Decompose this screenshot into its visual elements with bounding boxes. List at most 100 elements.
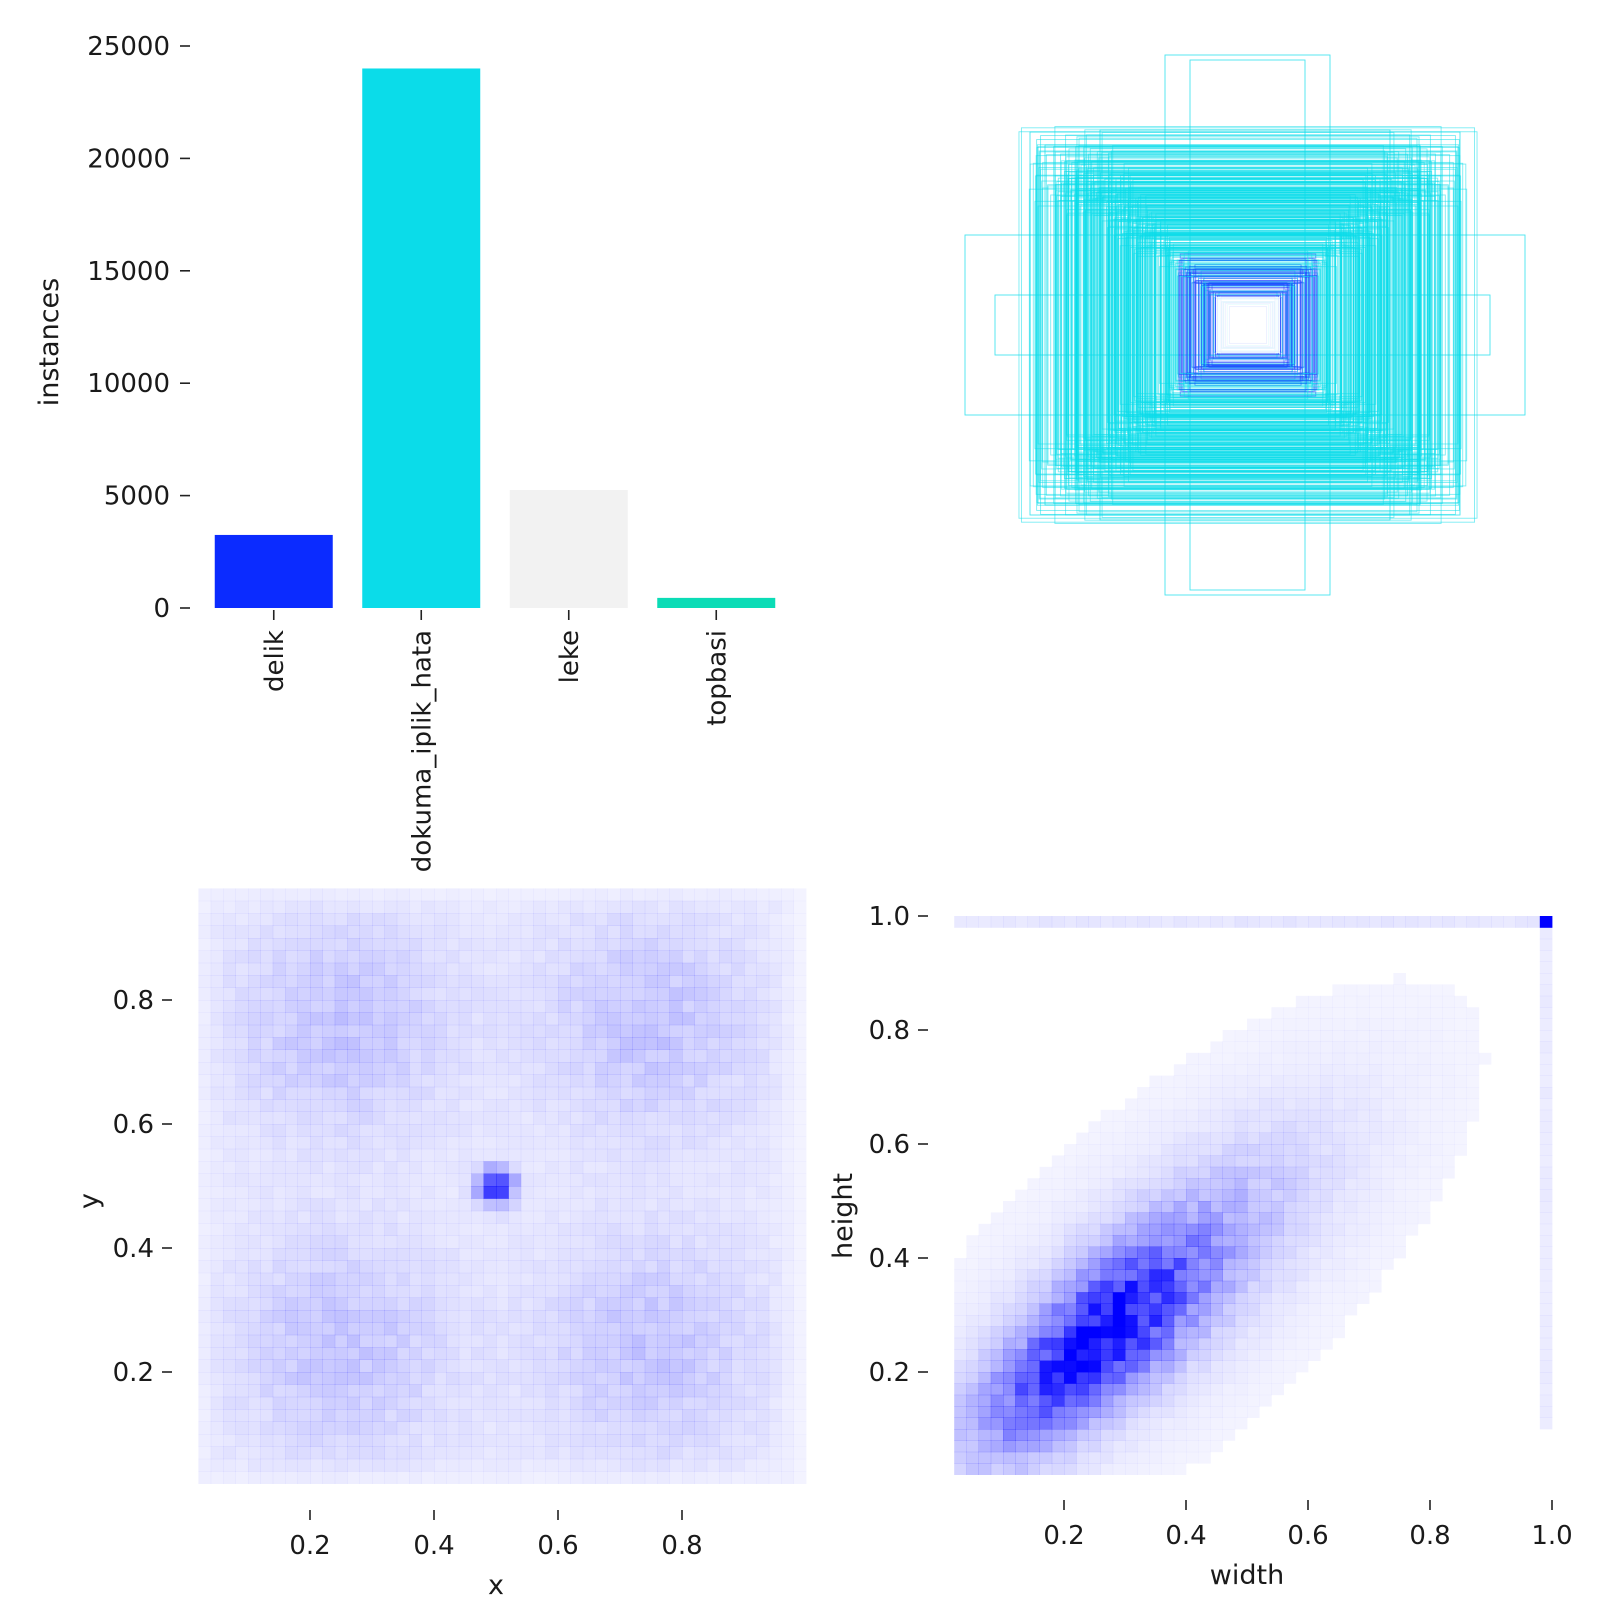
wh-cell <box>1186 1326 1199 1339</box>
xy-cell <box>545 1173 559 1187</box>
xy-cell <box>719 1223 732 1236</box>
xy-cell <box>706 1322 720 1336</box>
wh-cell <box>1417 1041 1431 1054</box>
xy-cell <box>458 1111 472 1125</box>
xy-cell <box>781 987 794 1001</box>
xy-cell <box>347 975 360 988</box>
xy-cell <box>558 1434 571 1447</box>
xy-cell <box>483 1198 497 1212</box>
wh-cell <box>1198 1394 1211 1407</box>
xy-cell <box>632 1310 646 1323</box>
wh-cell <box>1173 1315 1187 1327</box>
xy-cell <box>756 1297 770 1311</box>
xy-cell <box>248 1334 261 1348</box>
xy-cell <box>210 900 224 914</box>
xy-cell <box>768 1384 782 1398</box>
wh-cell <box>1222 1189 1236 1202</box>
xy-cell <box>545 1124 559 1137</box>
xy-cell <box>248 1024 261 1038</box>
xy-cell <box>421 925 435 939</box>
xy-cell <box>372 1297 385 1311</box>
xy-cell <box>781 913 794 926</box>
wh-cell <box>1381 1144 1394 1156</box>
box-316 <box>1117 221 1379 429</box>
xy-cell <box>223 1359 236 1373</box>
wh-cell <box>1271 1132 1284 1145</box>
wh-cell <box>1259 1315 1272 1327</box>
xy-cell <box>694 1161 708 1174</box>
wh-cell <box>1539 1258 1553 1270</box>
xy-cell <box>731 1124 745 1137</box>
xy-cell <box>285 1173 298 1187</box>
xy-cell <box>793 888 807 902</box>
xy-cell <box>198 1347 212 1360</box>
wh-cell <box>1064 1144 1077 1156</box>
xy-cell <box>694 1086 708 1100</box>
wh-cell <box>1112 1406 1126 1418</box>
xy-cell <box>396 1260 410 1274</box>
xy-cell <box>347 1223 360 1236</box>
xy-cell <box>483 1458 497 1472</box>
xy-cell <box>657 1086 670 1100</box>
xy-cell <box>694 1372 708 1385</box>
xy-cell <box>768 925 782 939</box>
wh-cell <box>1186 1155 1199 1168</box>
wh-cell <box>1356 1018 1370 1031</box>
xy-cell <box>223 1124 236 1137</box>
xy-cell <box>483 938 497 951</box>
wh-cell <box>1149 1189 1162 1202</box>
xy-cell <box>632 1099 646 1112</box>
wh-cell <box>1137 1280 1150 1293</box>
xy-cell <box>706 1347 720 1360</box>
xy-cell <box>223 1148 236 1162</box>
xy-cell <box>570 1111 584 1125</box>
xy-cell <box>682 1049 695 1063</box>
wh-cell <box>1539 1166 1553 1179</box>
xy-cell <box>657 1235 670 1249</box>
xy-cell <box>533 1434 546 1447</box>
xy-cell <box>706 1198 720 1212</box>
xy-cell <box>483 1000 497 1013</box>
wh-cell <box>1539 1417 1553 1430</box>
xy-cell <box>644 1409 658 1422</box>
xy-cell <box>744 1235 757 1249</box>
xy-cell <box>347 925 360 939</box>
wh-cell <box>1186 1212 1199 1225</box>
wh-cell <box>1088 1132 1101 1145</box>
wh-cell <box>1234 1166 1248 1179</box>
xy-cell <box>347 1458 360 1472</box>
xy-cell <box>669 938 683 951</box>
wh-cell <box>1381 1121 1394 1133</box>
xy-cell <box>198 950 212 964</box>
box-392 <box>1106 206 1390 444</box>
wh-cell <box>1064 1235 1077 1247</box>
xy-cell <box>223 938 236 951</box>
xy-cell <box>744 962 757 976</box>
xy-cell <box>520 888 534 902</box>
xy-cell <box>669 1248 683 1261</box>
wh-cell <box>1356 1098 1370 1111</box>
xy-cell <box>682 1446 695 1460</box>
xy-cell <box>310 950 323 964</box>
wh-x-tick-label-1.0: 1.0 <box>1531 1521 1572 1551</box>
xy-cell <box>719 950 732 964</box>
xy-cell <box>719 1372 732 1385</box>
xy-cell <box>620 1186 633 1199</box>
xy-cell <box>558 1000 571 1013</box>
xy-cell <box>508 1297 522 1311</box>
xy-cell <box>396 1210 410 1224</box>
xy-cell <box>483 925 497 939</box>
xy-cell <box>396 1334 410 1348</box>
xy-cell <box>421 900 435 914</box>
xy-cell <box>570 938 584 951</box>
xy-cell <box>198 900 212 914</box>
xy-cell <box>235 1310 249 1323</box>
xy-cell <box>570 1310 584 1323</box>
xy-cell <box>372 1421 385 1435</box>
xy-cell <box>434 1384 447 1398</box>
xy-cell <box>372 1099 385 1112</box>
wh-cell <box>1100 1166 1114 1179</box>
xy-cell <box>570 1124 584 1137</box>
xy-cell <box>310 1347 323 1360</box>
wh-cell <box>1137 1109 1150 1122</box>
